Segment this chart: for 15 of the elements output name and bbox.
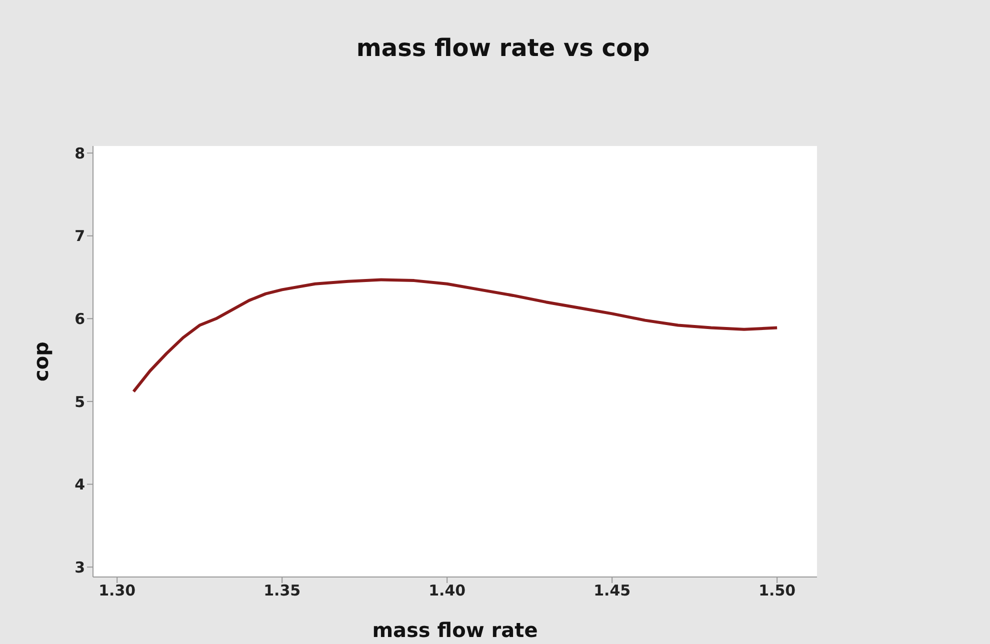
- x-axis-title: mass flow rate: [372, 618, 538, 642]
- y-tick-label: 5: [74, 392, 85, 411]
- line-series: [132, 278, 779, 394]
- y-tick-label: 3: [74, 558, 85, 576]
- x-tick-label: 1.40: [428, 582, 466, 600]
- x-tick-label: 1.35: [264, 582, 301, 600]
- y-tick-label: 4: [74, 476, 85, 494]
- x-tick-label: 1.50: [758, 582, 796, 600]
- chart-title: mass flow rate vs cop: [355, 34, 651, 62]
- y-tick-label: 6: [74, 310, 85, 328]
- x-tick-label: 1.30: [98, 582, 136, 600]
- x-tick-label: 1.45: [594, 582, 631, 600]
- y-tick-label: 8: [74, 144, 85, 162]
- y-axis-title: cop: [29, 342, 54, 382]
- y-tick-label: 7: [74, 227, 85, 246]
